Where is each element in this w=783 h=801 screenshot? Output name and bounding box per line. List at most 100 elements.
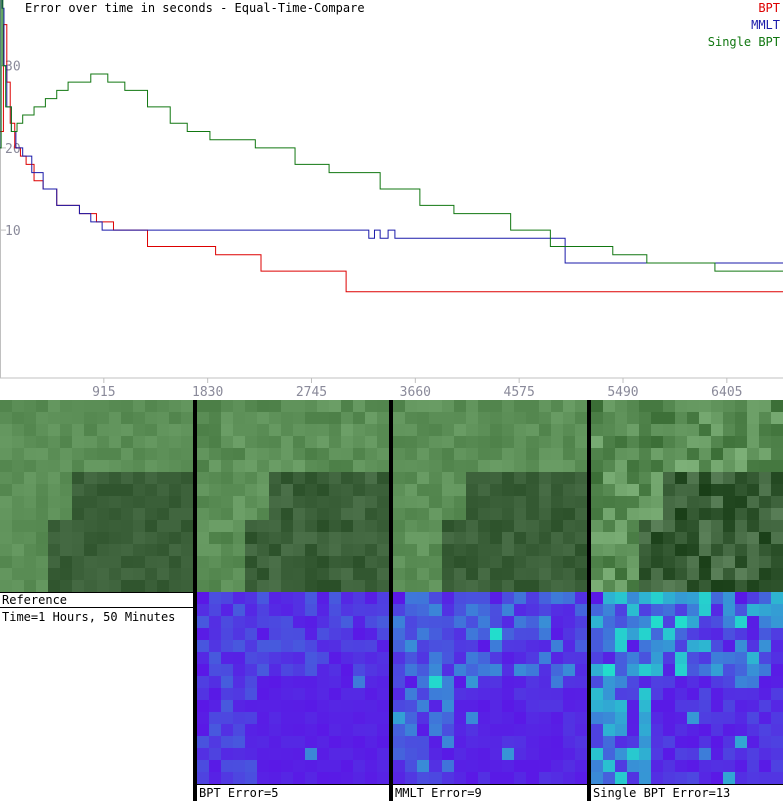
pixel-cell <box>526 400 539 412</box>
pixel-cell <box>465 544 478 556</box>
error-cell <box>477 676 490 688</box>
error-cell <box>465 772 478 784</box>
pixel-cell <box>771 484 783 496</box>
error-cell <box>699 664 711 676</box>
error-cell <box>353 688 365 700</box>
error-cell <box>233 592 245 604</box>
error-cell <box>639 736 651 748</box>
pixel-cell <box>453 448 466 460</box>
error-cell <box>209 772 221 784</box>
error-cell <box>735 712 747 724</box>
pixel-cell <box>723 532 735 544</box>
pixel-cell <box>771 400 783 412</box>
pixel-cell <box>168 424 181 436</box>
error-cell <box>490 700 503 712</box>
pixel-cell <box>48 460 61 472</box>
error-cell <box>550 772 563 784</box>
error-cell <box>639 724 651 736</box>
error-cell <box>502 736 515 748</box>
error-cell <box>281 736 293 748</box>
error-cell <box>417 628 430 640</box>
pixel-cell <box>574 580 587 592</box>
pixel-cell <box>514 472 527 484</box>
error-cell <box>377 628 389 640</box>
pixel-cell <box>759 460 771 472</box>
error-cell <box>687 760 699 772</box>
error-cell <box>429 592 442 604</box>
pixel-cell <box>651 472 663 484</box>
pixel-cell <box>365 556 377 568</box>
pixel-cell <box>735 532 747 544</box>
pixel-cell <box>393 436 406 448</box>
error-cell <box>675 748 687 760</box>
pixel-cell <box>329 472 341 484</box>
pixel-cell <box>687 508 699 520</box>
error-cell <box>526 640 539 652</box>
pixel-cell <box>293 496 305 508</box>
pixel-cell <box>591 544 603 556</box>
pixel-cell <box>317 400 329 412</box>
pixel-cell <box>197 496 209 508</box>
error-cell <box>675 652 687 664</box>
pixel-cell <box>293 448 305 460</box>
pixel-cell <box>514 436 527 448</box>
pixel-cell <box>562 460 575 472</box>
pixel-cell <box>377 496 389 508</box>
error-cell <box>365 748 377 760</box>
pixel-cell <box>723 412 735 424</box>
pixel-cell <box>687 532 699 544</box>
pixel-cell <box>84 556 97 568</box>
error-cell <box>723 664 735 676</box>
error-cell <box>329 736 341 748</box>
error-cell <box>293 712 305 724</box>
error-cell <box>747 736 759 748</box>
error-cell <box>365 736 377 748</box>
error-cell <box>429 748 442 760</box>
error-cell <box>591 748 603 760</box>
pixel-cell <box>465 412 478 424</box>
error-cell <box>329 748 341 760</box>
pixel-cell <box>269 436 281 448</box>
error-cell <box>281 688 293 700</box>
pixel-cell <box>221 544 233 556</box>
error-cell <box>245 652 257 664</box>
error-cell <box>293 616 305 628</box>
error-cell <box>453 616 466 628</box>
error-cell <box>747 724 759 736</box>
pixel-cell <box>465 532 478 544</box>
pixel-cell <box>120 484 133 496</box>
pixel-cell <box>144 496 157 508</box>
pixel-cell <box>405 508 418 520</box>
error-cell <box>393 664 406 676</box>
error-cell <box>257 664 269 676</box>
error-cell <box>477 640 490 652</box>
pixel-cell <box>771 580 783 592</box>
error-cell <box>305 604 317 616</box>
error-cell <box>417 688 430 700</box>
pixel-cell <box>429 532 442 544</box>
pixel-cell <box>639 508 651 520</box>
pixel-cell <box>168 568 181 580</box>
pixel-cell <box>84 400 97 412</box>
error-cell <box>293 652 305 664</box>
pixel-cell <box>281 532 293 544</box>
error-cell <box>723 748 735 760</box>
error-cell <box>747 700 759 712</box>
error-cell <box>245 772 257 784</box>
pixel-cell <box>603 568 615 580</box>
error-cell <box>429 664 442 676</box>
pixel-cell <box>132 412 145 424</box>
error-cell <box>490 640 503 652</box>
error-cell <box>603 676 615 688</box>
error-cell <box>615 724 627 736</box>
error-cell <box>441 616 454 628</box>
error-cell <box>405 604 418 616</box>
pixel-cell <box>465 520 478 532</box>
error-cell <box>526 712 539 724</box>
error-cell <box>365 640 377 652</box>
error-cell <box>603 700 615 712</box>
error-cell <box>615 640 627 652</box>
pixel-cell <box>281 412 293 424</box>
error-cell <box>591 604 603 616</box>
error-cell <box>759 748 771 760</box>
